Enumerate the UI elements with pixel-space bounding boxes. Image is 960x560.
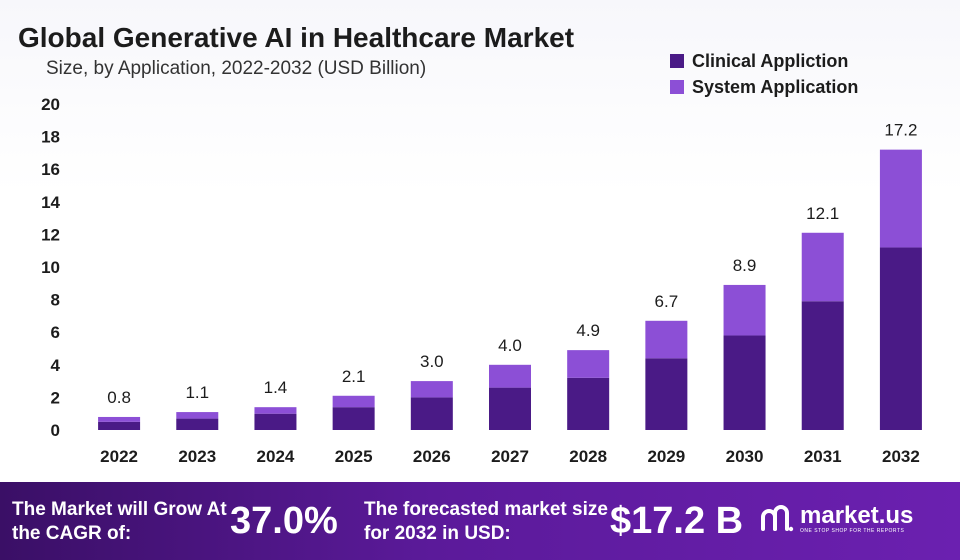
cagr-label: The Market will Grow At the CAGR of: xyxy=(12,499,227,544)
bar-total-label: 12.1 xyxy=(806,204,839,223)
x-tick-label: 2032 xyxy=(882,447,920,466)
bar-system xyxy=(410,381,453,398)
y-tick-label: 12 xyxy=(41,225,60,244)
bar-total-label: 4.0 xyxy=(498,336,522,355)
x-tick-label: 2026 xyxy=(413,447,451,466)
bar-system xyxy=(176,412,219,419)
legend-swatch-system xyxy=(670,80,684,94)
bar-system xyxy=(489,364,531,388)
bar-clinical xyxy=(645,358,688,430)
bar-total-label: 3.0 xyxy=(420,352,444,371)
forecast-value: $17.2 B xyxy=(610,500,744,542)
bar-total-label: 2.1 xyxy=(342,367,366,386)
bar-clinical xyxy=(489,387,531,430)
y-tick-label: 14 xyxy=(41,193,60,212)
brand-name: market.us xyxy=(800,502,914,529)
y-tick-label: 0 xyxy=(51,421,60,440)
bar-clinical xyxy=(254,413,297,430)
bar-total-label: 1.1 xyxy=(185,383,209,402)
brand-tagline: ONE STOP SHOP FOR THE REPORTS xyxy=(800,528,905,534)
legend-item-clinical: Clinical Appliction xyxy=(670,48,858,74)
bar-system xyxy=(332,395,375,408)
bar-system xyxy=(645,320,688,359)
bar-system xyxy=(254,407,297,414)
y-tick-label: 8 xyxy=(51,291,60,310)
legend-label-clinical: Clinical Appliction xyxy=(692,50,849,71)
bar-clinical xyxy=(98,421,141,430)
footer-banner: The Market will Grow At the CAGR of: 37.… xyxy=(0,482,960,560)
brand-logo[interactable]: market.us ONE STOP SHOP FOR THE REPORTS xyxy=(760,504,913,535)
chart-panel xyxy=(0,0,960,482)
bar-total-label: 17.2 xyxy=(884,121,917,140)
x-tick-label: 2027 xyxy=(491,447,529,466)
chart-title: Global Generative AI in Healthcare Marke… xyxy=(18,22,575,53)
bar-system xyxy=(723,284,766,336)
market-us-logo-icon xyxy=(761,504,794,531)
bar-clinical xyxy=(723,335,766,430)
y-tick-label: 16 xyxy=(41,160,60,179)
legend-swatch-clinical xyxy=(670,54,684,68)
x-tick-label: 2029 xyxy=(647,447,685,466)
y-tick-label: 6 xyxy=(51,323,60,342)
x-tick-label: 2023 xyxy=(178,447,216,466)
bar-total-label: 0.8 xyxy=(107,388,131,407)
bar-system xyxy=(567,350,610,378)
x-tick-label: 2025 xyxy=(335,447,373,466)
bar-clinical xyxy=(567,377,610,430)
x-tick-label: 2031 xyxy=(804,447,842,466)
bar-total-label: 4.9 xyxy=(576,321,600,340)
y-tick-label: 18 xyxy=(41,128,60,147)
x-tick-label: 2028 xyxy=(569,447,607,466)
bar-clinical xyxy=(332,407,375,430)
y-tick-label: 20 xyxy=(41,95,60,114)
bar-total-label: 6.7 xyxy=(655,292,679,311)
y-tick-label: 2 xyxy=(51,388,60,407)
cagr-value: 37.0% xyxy=(230,500,338,542)
forecast-label: The forecasted market size for 2032 in U… xyxy=(364,499,608,544)
x-tick-label: 2024 xyxy=(257,447,295,466)
y-tick-label: 4 xyxy=(51,356,61,375)
bar-clinical xyxy=(176,418,219,430)
bar-total-label: 8.9 xyxy=(733,256,757,275)
bar-clinical xyxy=(801,301,844,430)
legend-label-system: System Application xyxy=(692,76,859,97)
x-tick-label: 2030 xyxy=(726,447,764,466)
bar-clinical xyxy=(410,397,453,430)
legend-item-system: System Application xyxy=(670,74,858,100)
legend: Clinical Appliction System Application xyxy=(670,48,858,100)
stacked-bar-chart: 0 2 4 6 8 10 12 14 16 18 20 0.8 2022 1.1 2023 1.4 2024 2.… xyxy=(41,95,922,466)
bar-system xyxy=(98,416,141,422)
bar-clinical xyxy=(879,247,922,430)
bar-total-label: 1.4 xyxy=(264,378,288,397)
bar-system xyxy=(801,232,844,302)
brand-text-block: market.us ONE STOP SHOP FOR THE REPORTS xyxy=(800,504,913,535)
x-tick-label: 2022 xyxy=(100,447,138,466)
y-tick-label: 10 xyxy=(41,258,60,277)
chart-subtitle: Size, by Application, 2022-2032 (USD Bil… xyxy=(46,58,427,79)
bar-system xyxy=(879,149,922,248)
